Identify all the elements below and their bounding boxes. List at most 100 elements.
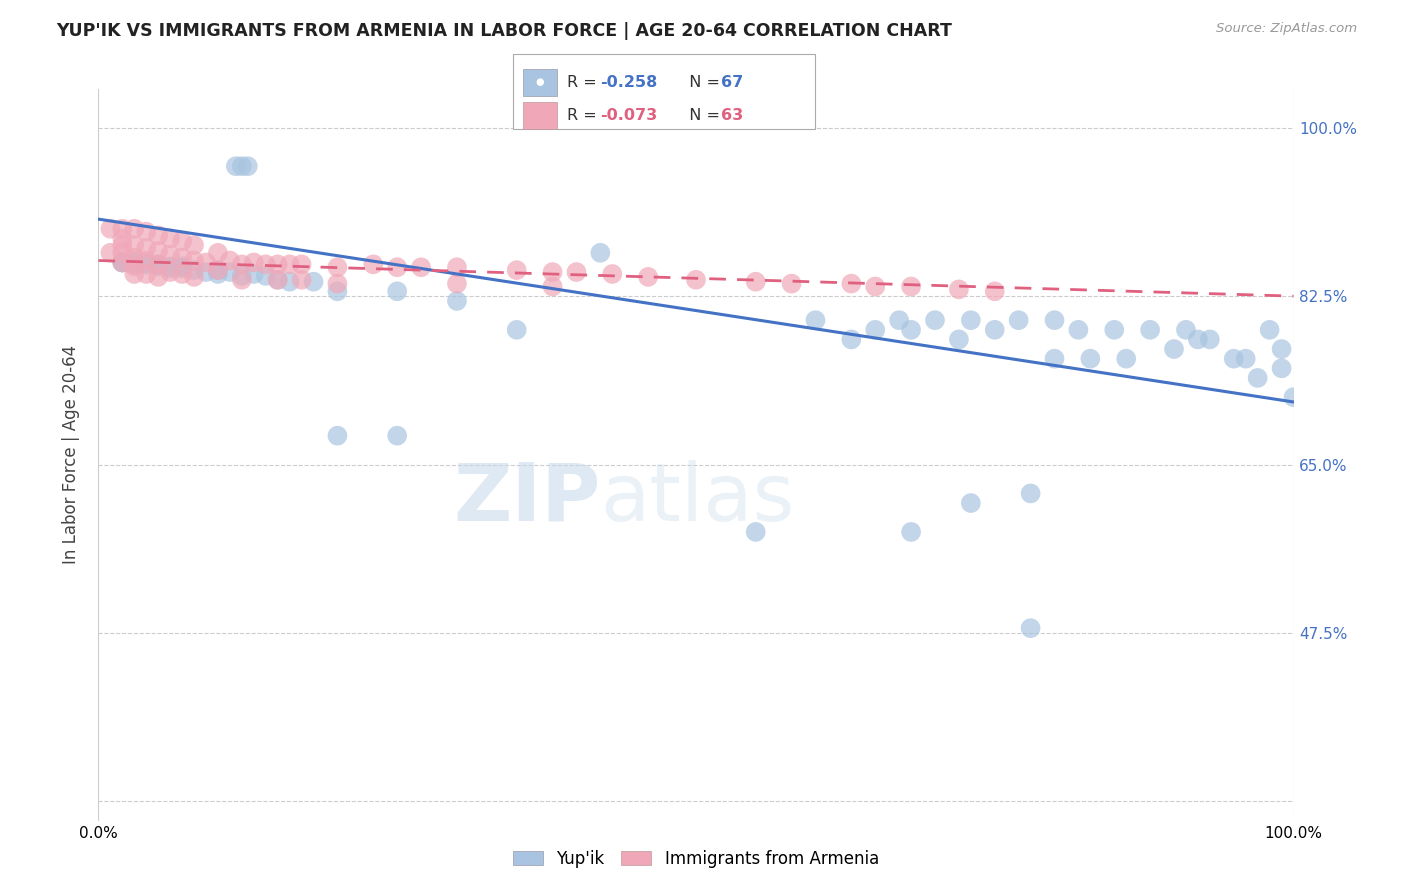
Point xyxy=(219,253,242,268)
Point xyxy=(900,323,922,337)
Point xyxy=(506,323,529,337)
Point xyxy=(135,257,157,271)
Point xyxy=(363,257,385,271)
Point xyxy=(148,269,170,284)
Text: R =: R = xyxy=(567,75,602,90)
Point xyxy=(124,257,146,271)
Point xyxy=(1187,333,1209,347)
Point xyxy=(1258,323,1281,337)
Point xyxy=(207,245,229,260)
Point xyxy=(278,257,301,271)
Point xyxy=(254,257,277,271)
Point xyxy=(267,273,290,287)
Point xyxy=(124,238,146,252)
Point xyxy=(183,269,205,284)
Point xyxy=(804,313,827,327)
Point xyxy=(135,255,157,269)
Point xyxy=(506,263,529,277)
Point xyxy=(98,221,122,235)
Point xyxy=(446,260,468,275)
Point xyxy=(111,221,134,235)
Point xyxy=(1234,351,1257,366)
Point xyxy=(1019,486,1042,500)
Point xyxy=(1008,313,1031,327)
Point xyxy=(148,257,170,271)
Point xyxy=(159,265,181,279)
Point xyxy=(1080,351,1102,366)
Point xyxy=(446,277,468,291)
Point xyxy=(219,265,242,279)
Point xyxy=(326,277,349,291)
Point xyxy=(172,261,194,276)
Point xyxy=(207,267,229,281)
Point xyxy=(148,244,170,258)
Text: -0.073: -0.073 xyxy=(600,108,658,123)
Point xyxy=(637,269,659,284)
Point xyxy=(602,267,624,281)
Point xyxy=(135,267,157,281)
Point xyxy=(541,279,564,293)
Point xyxy=(195,265,218,279)
Text: Source: ZipAtlas.com: Source: ZipAtlas.com xyxy=(1216,22,1357,36)
Point xyxy=(148,257,170,271)
Point xyxy=(1163,342,1185,356)
Point xyxy=(1175,323,1198,337)
Point xyxy=(780,277,803,291)
Point xyxy=(1043,351,1066,366)
Point xyxy=(1247,371,1270,385)
Text: N =: N = xyxy=(679,75,725,90)
Point xyxy=(243,267,266,281)
Point xyxy=(948,282,970,296)
Y-axis label: In Labor Force | Age 20-64: In Labor Force | Age 20-64 xyxy=(62,345,80,565)
Point xyxy=(841,277,863,291)
Point xyxy=(111,238,134,252)
Point xyxy=(124,267,146,281)
Point xyxy=(745,275,768,289)
Point xyxy=(291,273,314,287)
Point xyxy=(948,333,970,347)
Point xyxy=(243,255,266,269)
Point xyxy=(111,255,134,269)
Point xyxy=(111,255,134,269)
Point xyxy=(254,268,277,283)
Point xyxy=(1104,323,1126,337)
Point xyxy=(111,245,134,260)
Point xyxy=(231,159,253,173)
Point xyxy=(111,255,134,269)
Point xyxy=(960,496,983,510)
Text: N =: N = xyxy=(679,108,725,123)
Point xyxy=(745,524,768,539)
Point xyxy=(124,251,146,265)
Point xyxy=(984,285,1007,299)
Point xyxy=(411,260,433,275)
Point xyxy=(1271,342,1294,356)
Point xyxy=(172,234,194,248)
Point xyxy=(124,255,146,269)
Point xyxy=(231,257,253,271)
Point xyxy=(326,428,349,442)
Text: -0.258: -0.258 xyxy=(600,75,658,90)
Text: ●: ● xyxy=(536,78,544,87)
Text: 63: 63 xyxy=(721,108,744,123)
Point xyxy=(865,323,887,337)
Point xyxy=(231,268,253,283)
Point xyxy=(865,279,887,293)
Point xyxy=(172,267,194,281)
Point xyxy=(326,285,349,299)
Point xyxy=(159,248,181,262)
Point xyxy=(267,257,290,271)
Point xyxy=(1223,351,1246,366)
Point xyxy=(291,257,314,271)
Point xyxy=(183,238,205,252)
Point xyxy=(159,260,181,274)
Point xyxy=(135,225,157,239)
Point xyxy=(565,265,588,279)
Point xyxy=(183,263,205,277)
Point xyxy=(385,260,409,275)
Point xyxy=(1067,323,1090,337)
Text: ZIP: ZIP xyxy=(453,459,600,538)
Point xyxy=(889,313,911,327)
Point xyxy=(1199,333,1222,347)
Point xyxy=(1282,390,1305,404)
Point xyxy=(135,241,157,255)
